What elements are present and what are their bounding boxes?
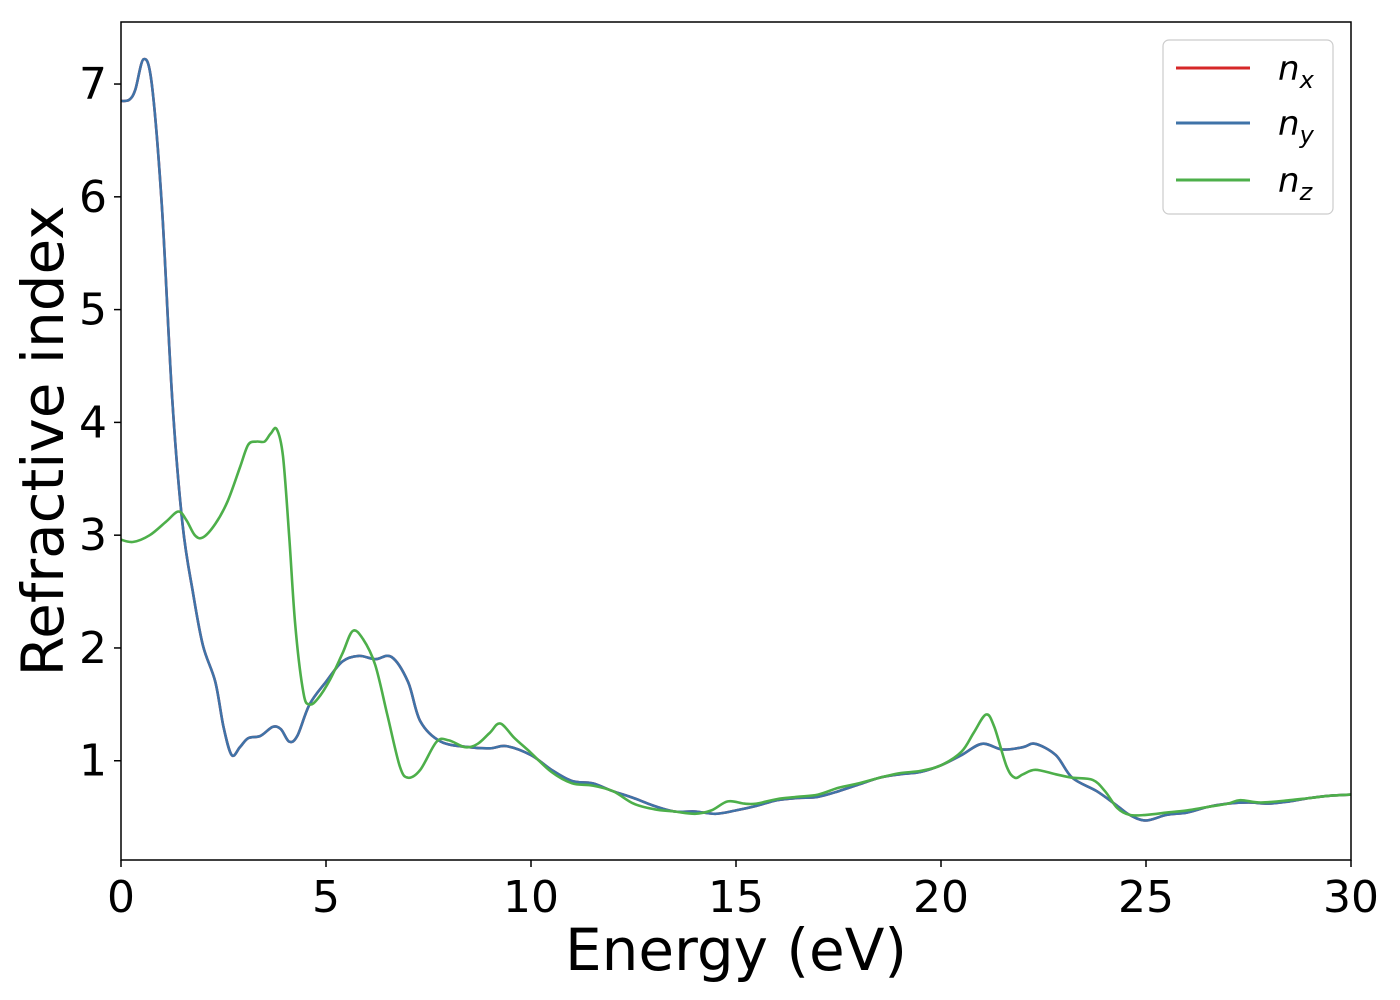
series-layer xyxy=(121,57,1351,822)
y-tick-label: 3 xyxy=(79,510,107,561)
x-tick-label: 20 xyxy=(913,872,969,923)
x-tick-label: 15 xyxy=(708,872,764,923)
x-tick-label: 5 xyxy=(312,872,340,923)
legend: nx ny nz xyxy=(1162,39,1334,215)
legend-label-ny: ny xyxy=(1278,104,1315,149)
y-axis-label: Refractive index xyxy=(9,205,77,676)
y-tick-label: 7 xyxy=(79,59,107,110)
y-axis-ticks: 1 2 3 4 5 6 7 xyxy=(79,59,121,787)
plot-background xyxy=(121,22,1351,860)
x-axis-ticks: 0 5 10 15 20 25 30 xyxy=(107,860,1379,923)
series-line-nz xyxy=(121,426,1351,817)
x-tick-label: 10 xyxy=(503,872,559,923)
y-tick-label: 1 xyxy=(79,736,107,787)
y-tick-label: 4 xyxy=(79,397,107,448)
x-tick-label: 30 xyxy=(1323,872,1379,923)
legend-label-nz: nz xyxy=(1278,161,1314,206)
legend-box xyxy=(1162,39,1334,215)
legend-label-nx: nx xyxy=(1278,49,1315,94)
x-tick-label: 25 xyxy=(1118,872,1174,923)
y-tick-label: 6 xyxy=(79,172,107,223)
x-tick-label: 0 xyxy=(107,872,135,923)
x-axis-label: Energy (eV) xyxy=(565,916,907,984)
y-tick-label: 2 xyxy=(79,623,107,674)
y-tick-label: 5 xyxy=(79,285,107,336)
